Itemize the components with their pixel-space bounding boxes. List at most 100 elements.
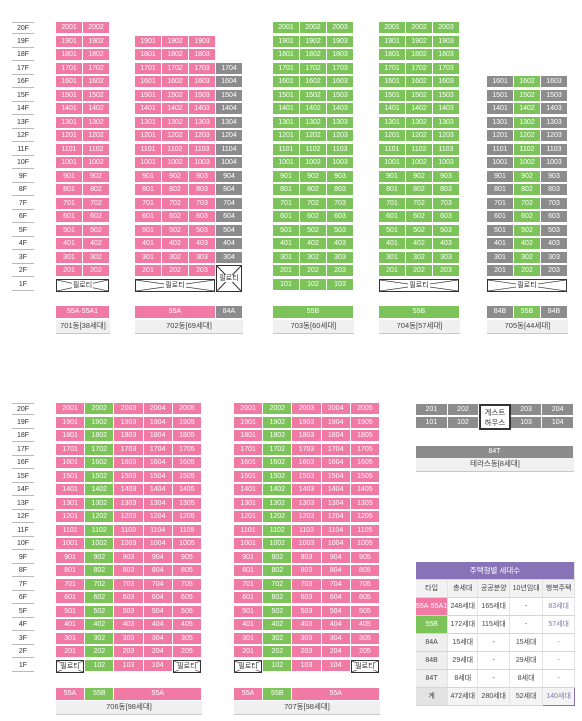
unit-cell: 201 — [379, 265, 406, 277]
unit-cell: 801 — [135, 184, 162, 196]
unit-cell: 1805 — [350, 430, 380, 442]
row-type: 84B — [416, 651, 449, 670]
unit-cell: 702 — [514, 197, 541, 210]
unit-cell: 202 — [263, 646, 293, 658]
floor-label: 15F — [12, 90, 34, 102]
unit-type-tag: 84A — [216, 306, 243, 318]
unit-cell: 402 — [263, 619, 293, 631]
unit-cell: 501 — [487, 224, 514, 237]
unit-cell: 901 — [56, 170, 83, 183]
terrace-unit: 201 — [416, 404, 448, 416]
unit-cell: 1003 — [433, 157, 460, 169]
unit-cell: 1703 — [433, 62, 460, 75]
unit-cell: 1802 — [85, 430, 115, 442]
unit-cell: 2004 — [321, 403, 351, 415]
row-happy: - — [542, 633, 575, 652]
unit-cell: 1601 — [273, 76, 300, 88]
unit-cell: 1103 — [541, 143, 568, 156]
unit-cell: 2003 — [114, 403, 144, 415]
unit-cell: 202 — [85, 646, 115, 658]
unit-cell: 1001 — [135, 157, 162, 169]
pilotis-box: 필로티 — [56, 278, 109, 292]
unit-cell: 1604 — [216, 76, 243, 88]
unit-cell: 203 — [189, 265, 216, 277]
unit-cell: 1902 — [85, 416, 115, 429]
unit-cell: 1901 — [56, 35, 83, 48]
unit-cell: 402 — [162, 238, 189, 250]
floor-label: 7F — [12, 579, 34, 591]
unit-cell: 1002 — [514, 157, 541, 169]
unit-cell: 1205 — [172, 511, 202, 523]
unit-cell: 502 — [85, 605, 115, 618]
unit-cell: 1303 — [189, 116, 216, 129]
unit-cell: 1702 — [263, 443, 293, 456]
unit-cell: 401 — [135, 238, 162, 250]
pilotis-box: 필로티 — [379, 278, 459, 292]
unit-cell: 1201 — [56, 511, 86, 523]
unit-cell: 1203 — [541, 130, 568, 142]
unit-cell: 603 — [433, 211, 460, 223]
unit-cell: 1503 — [292, 470, 322, 483]
unit-cell: 503 — [327, 224, 354, 237]
unit-cell: 304 — [143, 632, 173, 645]
unit-cell: 1701 — [234, 443, 264, 456]
unit-cell: 1102 — [85, 524, 115, 537]
pilotis-box: 필로티 — [172, 659, 201, 673]
unit-cell: 902 — [263, 551, 293, 564]
floor-label: 15F — [12, 471, 34, 483]
unit-cell: 603 — [541, 211, 568, 223]
unit-cell: 1901 — [379, 35, 406, 48]
unit-cell: 1903 — [189, 35, 216, 48]
unit-cell: 1703 — [114, 443, 144, 456]
unit-cell: 602 — [263, 592, 293, 604]
unit-cell: 1201 — [56, 130, 83, 142]
unit-cell: 901 — [379, 170, 406, 183]
unit-cell: 901 — [56, 551, 86, 564]
unit-cell: 1902 — [83, 35, 110, 48]
unit-cell: 703 — [292, 578, 322, 591]
unit-cell: 1005 — [350, 538, 380, 550]
floor-label: 16F — [12, 457, 34, 469]
unit-cell: 1502 — [406, 89, 433, 102]
unit-cell: 1103 — [292, 524, 322, 537]
unit-type-tag: 55B — [273, 306, 354, 318]
unit-cell: 304 — [321, 632, 351, 645]
unit-cell: 1302 — [406, 116, 433, 129]
unit-cell: 1605 — [350, 457, 380, 469]
unit-cell: 1404 — [143, 484, 173, 496]
floor-label: 1F — [12, 660, 34, 672]
unit-cell: 203 — [292, 646, 322, 658]
pilotis-box: 필로티 — [216, 265, 242, 292]
unit-cell: 1201 — [234, 511, 264, 523]
unit-cell: 1901 — [56, 416, 86, 429]
floor-label: 17F — [12, 63, 34, 75]
unit-cell: 1305 — [350, 497, 380, 510]
unit-cell: 403 — [541, 238, 568, 250]
unit-cell: 601 — [56, 592, 86, 604]
terrace-unit: 204 — [542, 404, 574, 416]
unit-cell: 2003 — [292, 403, 322, 415]
unit-cell: 502 — [514, 224, 541, 237]
floor-label: 19F — [12, 36, 34, 48]
unit-cell: 1203 — [292, 511, 322, 523]
floor-label: 9F — [12, 552, 34, 564]
unit-cell: 702 — [263, 578, 293, 591]
unit-cell: 501 — [234, 605, 264, 618]
unit-cell: 1601 — [379, 76, 406, 88]
unit-cell: 801 — [56, 565, 86, 577]
unit-cell: 403 — [189, 238, 216, 250]
unit-cell: 904 — [216, 170, 243, 183]
unit-cell: 1401 — [135, 103, 162, 115]
unit-cell: 202 — [300, 265, 327, 277]
unit-cell: 1502 — [514, 89, 541, 102]
unit-cell: 1902 — [263, 416, 293, 429]
floor-label: 6F — [12, 592, 34, 604]
unit-cell: 1302 — [514, 116, 541, 129]
unit-cell: 1301 — [379, 116, 406, 129]
row-public: 165세대 — [477, 597, 511, 616]
unit-cell: 803 — [114, 565, 144, 577]
row-total: 248세대 — [447, 597, 479, 616]
unit-cell: 902 — [83, 170, 110, 183]
unit-cell: 1202 — [514, 130, 541, 142]
unit-cell: 903 — [433, 170, 460, 183]
